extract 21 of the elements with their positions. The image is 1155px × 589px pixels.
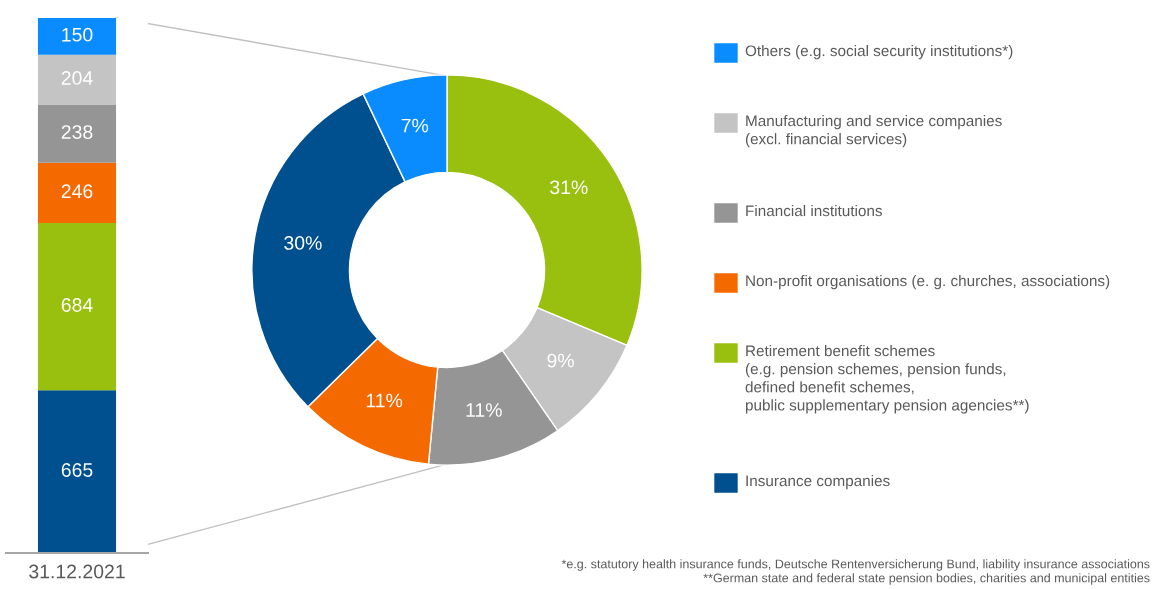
data-label: 665: [61, 463, 93, 477]
data-label: 9%: [547, 353, 574, 368]
text: *e.g. statutory health insurance funds, Deutsche Rentenversicherung Bund, liability insurance associations: [561, 559, 1150, 571]
legend-label: Retirement benefit schemes (e.g. pension schemes, pension funds, defined benefit schemes, public supplementary pension agencies**): [745, 345, 1029, 414]
legend-label: Non-profit organisations (e. g. churches, associations): [746, 275, 1110, 290]
text: **German state and federal state pension bodies, charities and municipal entities: [703, 573, 1150, 585]
data-label: 204: [61, 71, 93, 85]
data-label: 150: [62, 27, 93, 42]
legend-label: Others (e.g. social security institutions*): [745, 45, 1013, 60]
data-label: 238: [61, 125, 93, 139]
data-label: 11%: [366, 393, 403, 408]
data-label: 30%: [284, 236, 322, 250]
data-label: 31%: [550, 180, 588, 195]
legend-label: Manufacturing and service companies (excl. financial services): [745, 115, 1002, 148]
x-tick-label: 31.12.2021: [29, 564, 125, 579]
data-label: 684: [61, 298, 93, 312]
data-label: 11%: [466, 403, 502, 417]
legend-label: Insurance companies: [746, 475, 890, 490]
legend-label: Financial institutions: [746, 205, 883, 217]
data-label: 246: [61, 184, 93, 199]
data-label: 7%: [401, 118, 429, 133]
